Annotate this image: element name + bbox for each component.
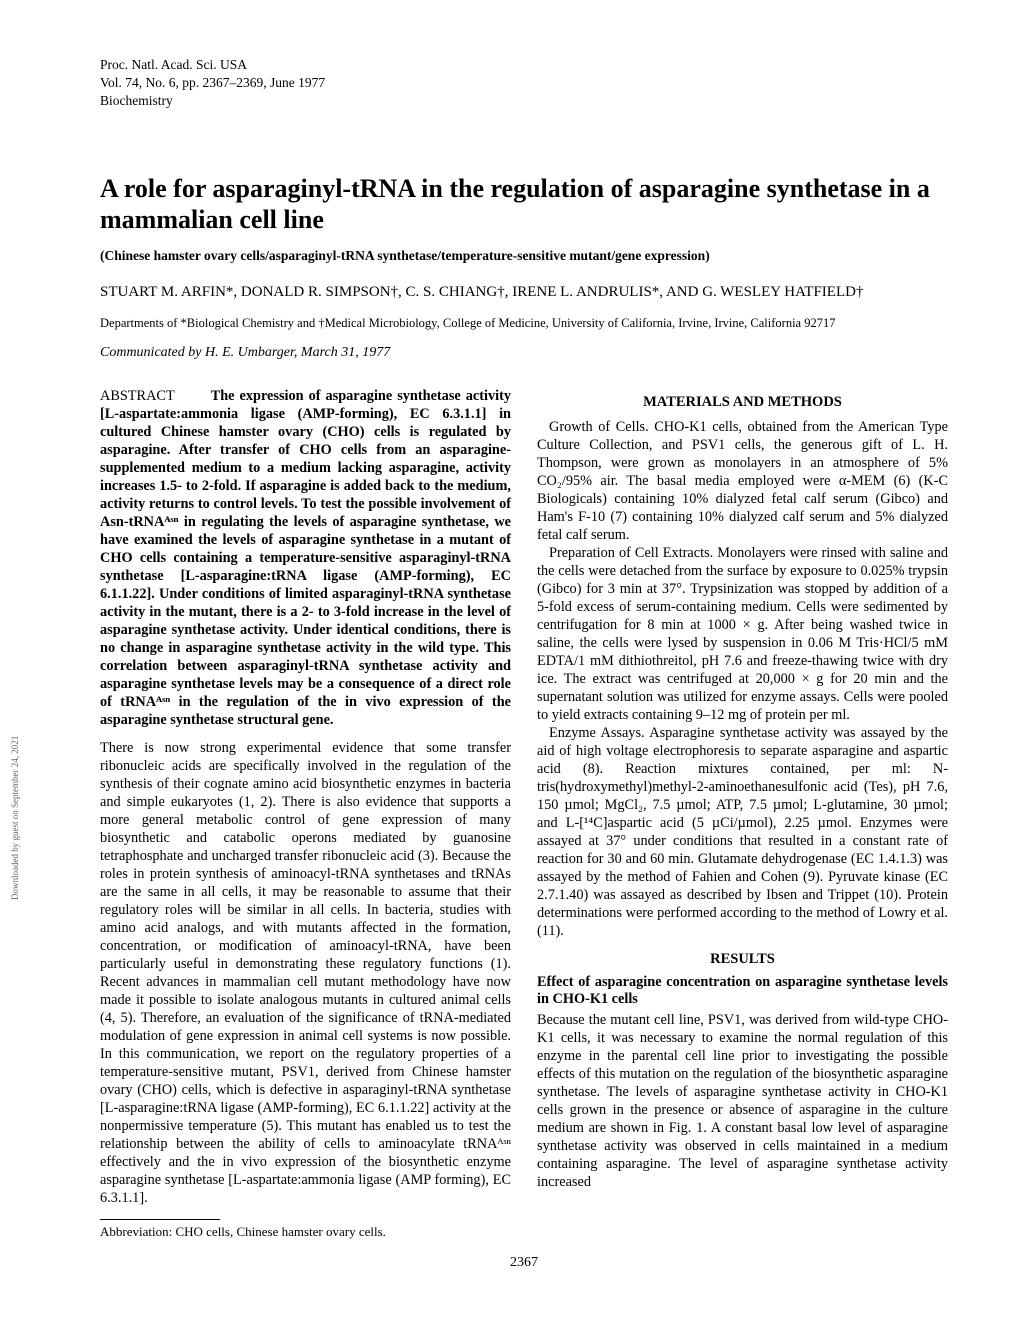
page-container: Proc. Natl. Acad. Sci. USA Vol. 74, No. … bbox=[0, 0, 1020, 1311]
materials-p3: Enzyme Assays. Asparagine synthetase act… bbox=[537, 724, 948, 940]
download-watermark: Downloaded by guest on September 24, 202… bbox=[10, 736, 20, 900]
authors-text: STUART M. ARFIN*, DONALD R. SIMPSON†, C.… bbox=[100, 284, 863, 300]
article-title: A role for asparaginyl-tRNA in the regul… bbox=[100, 173, 948, 236]
journal-section: Biochemistry bbox=[100, 92, 948, 110]
communicated-by: Communicated by H. E. Umbarger, March 31… bbox=[100, 345, 948, 361]
footnote-text: Abbreviation: CHO cells, Chinese hamster… bbox=[100, 1224, 511, 1240]
two-column-body: ABSTRACTThe expression of asparagine syn… bbox=[100, 387, 948, 1240]
materials-heading: MATERIALS AND METHODS bbox=[537, 393, 948, 411]
intro-paragraph: There is now strong experimental evidenc… bbox=[100, 739, 511, 1207]
materials-p1: Growth of Cells. CHO-K1 cells, obtained … bbox=[537, 418, 948, 544]
footnote-rule bbox=[100, 1219, 220, 1220]
materials-p2: Preparation of Cell Extracts. Monolayers… bbox=[537, 544, 948, 724]
results-subheading: Effect of asparagine concentration on as… bbox=[537, 974, 948, 1009]
abstract-block: ABSTRACTThe expression of asparagine syn… bbox=[100, 387, 511, 729]
journal-issue: Vol. 74, No. 6, pp. 2367–2369, June 1977 bbox=[100, 74, 948, 92]
abstract-label: ABSTRACT bbox=[100, 388, 211, 404]
article-keywords: (Chinese hamster ovary cells/asparaginyl… bbox=[100, 248, 948, 264]
article-affiliation: Departments of *Biological Chemistry and… bbox=[100, 316, 948, 331]
article-authors: STUART M. ARFIN*, DONALD R. SIMPSON†, C.… bbox=[100, 282, 948, 302]
journal-name: Proc. Natl. Acad. Sci. USA bbox=[100, 56, 948, 74]
results-p1: Because the mutant cell line, PSV1, was … bbox=[537, 1011, 948, 1191]
abstract-text: The expression of asparagine synthetase … bbox=[100, 388, 511, 728]
journal-header: Proc. Natl. Acad. Sci. USA Vol. 74, No. … bbox=[100, 56, 948, 111]
results-heading: RESULTS bbox=[537, 950, 948, 968]
page-number: 2367 bbox=[100, 1255, 948, 1271]
left-column: ABSTRACTThe expression of asparagine syn… bbox=[100, 387, 511, 1240]
right-column: MATERIALS AND METHODS Growth of Cells. C… bbox=[537, 387, 948, 1240]
